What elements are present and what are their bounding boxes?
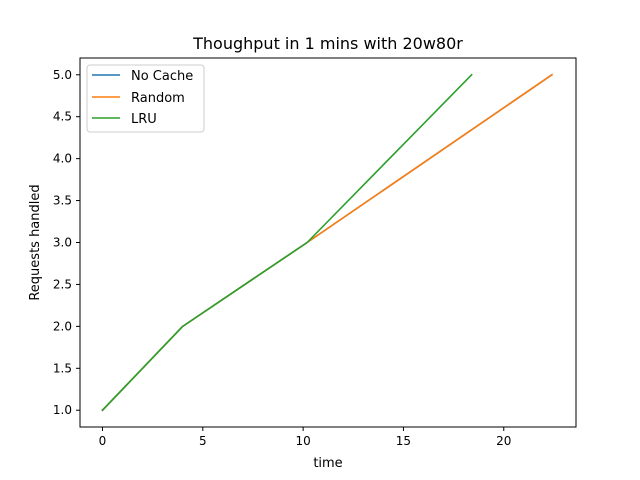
- legend: No Cache Random LRU: [86, 64, 205, 133]
- y-tick-label: 1.5: [53, 361, 72, 375]
- y-tick-label: 4.0: [53, 152, 72, 166]
- y-tick-label: 2.5: [53, 277, 72, 291]
- legend-frame: [86, 64, 205, 133]
- series-layer: [101, 73, 554, 412]
- x-axis-label: time: [313, 456, 342, 471]
- ticks-layer: 0 5 10 15 20 1.0 1.5 2.0 2.5 3.0 3.5 4.0 4.5 5.0: [53, 68, 512, 448]
- x-tick-label: 10: [295, 434, 310, 448]
- legend-label: No Cache: [131, 69, 193, 84]
- y-axis-label: Requests handled: [28, 184, 43, 300]
- y-tick-label: 3.0: [53, 236, 72, 250]
- x-tick-label: 15: [396, 434, 411, 448]
- x-tick-label: 5: [199, 434, 207, 448]
- x-tick-label: 0: [99, 434, 107, 448]
- y-tick-label: 3.5: [53, 194, 72, 208]
- y-tick-label: 1.0: [53, 403, 72, 417]
- y-tick-label: 5.0: [53, 68, 72, 82]
- y-tick-label: 4.5: [53, 110, 72, 124]
- chart-title: Thoughput in 1 mins with 20w80r: [192, 34, 463, 53]
- x-tick-label: 20: [496, 434, 511, 448]
- legend-label: Random: [131, 91, 185, 106]
- axes-frame: [79, 57, 577, 428]
- y-tick-label: 2.0: [53, 319, 72, 333]
- legend-label: LRU: [131, 112, 157, 127]
- series-line-lru: [101, 73, 473, 412]
